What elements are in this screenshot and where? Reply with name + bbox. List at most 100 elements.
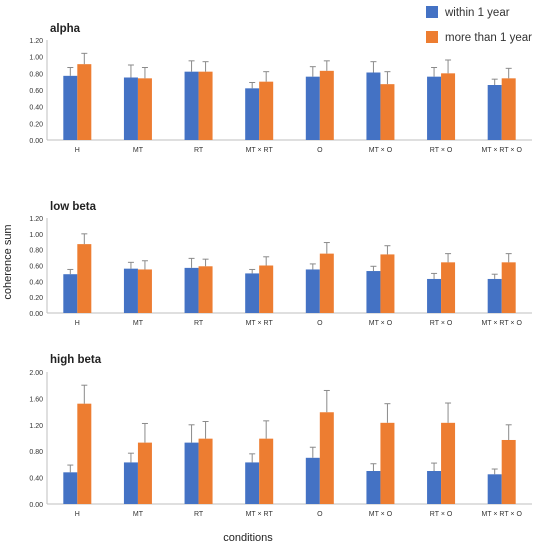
bar-high-beta-more-than-1-year <box>319 412 334 504</box>
x-tick-label-low-beta: MT × O <box>369 320 393 327</box>
bar-high-beta-within-1-year <box>123 462 138 504</box>
bar-low-beta-more-than-1-year <box>501 262 516 313</box>
x-tick-label-high-beta: MT × RT × O <box>481 511 522 518</box>
bar-alpha-within-1-year <box>305 76 320 140</box>
x-tick-label-low-beta: MT <box>133 320 144 327</box>
bar-alpha-more-than-1-year <box>137 78 152 140</box>
x-tick-label-high-beta: O <box>317 511 323 518</box>
bar-alpha-within-1-year <box>487 85 502 140</box>
y-tick-label-low-beta: 1.00 <box>29 232 43 239</box>
bar-alpha-within-1-year <box>184 71 199 140</box>
bar-alpha-within-1-year <box>366 72 381 140</box>
x-tick-label-alpha: MT × O <box>369 147 393 154</box>
bar-alpha-within-1-year <box>63 75 78 140</box>
bar-alpha-more-than-1-year <box>501 78 516 140</box>
x-tick-label-alpha: RT <box>194 147 204 154</box>
y-tick-label-low-beta: 0.60 <box>29 264 43 271</box>
bar-high-beta-within-1-year <box>245 462 260 504</box>
y-tick-label-alpha: 1.00 <box>29 55 43 62</box>
x-tick-label-alpha: MT × RT × O <box>481 147 522 154</box>
bar-high-beta-within-1-year <box>427 471 442 504</box>
bar-alpha-within-1-year <box>427 76 442 140</box>
x-tick-label-low-beta: O <box>317 320 323 327</box>
bar-low-beta-more-than-1-year <box>319 253 334 313</box>
bar-alpha-more-than-1-year <box>198 71 213 140</box>
bar-low-beta-within-1-year <box>366 271 381 313</box>
bar-low-beta-more-than-1-year <box>259 265 274 313</box>
bar-high-beta-more-than-1-year <box>198 438 213 504</box>
legend-label-within-1-year: within 1 year <box>444 7 510 19</box>
y-tick-label-high-beta: 0.40 <box>29 476 43 483</box>
chart-panel-alpha: alpha 0.00 0.20 0.40 0.60 0.80 1.00 1.20 H MT RT MT… <box>29 23 532 154</box>
chart-panel-low-beta: low beta 0.00 0.20 0.40 0.60 0.80 1.00 1.20 H MT R… <box>29 201 532 327</box>
y-tick-label-high-beta: 1.60 <box>29 396 43 403</box>
x-tick-label-high-beta: MT × RT <box>246 511 274 518</box>
y-tick-label-low-beta: 0.40 <box>29 279 43 286</box>
y-tick-label-alpha: 0.00 <box>29 138 43 145</box>
bar-high-beta-more-than-1-year <box>441 422 456 504</box>
legend-label-more-than-1-year: more than 1 year <box>445 32 532 44</box>
y-tick-label-alpha: 0.20 <box>29 121 43 128</box>
bar-low-beta-within-1-year <box>305 269 320 313</box>
chart-title-alpha: alpha <box>50 23 81 35</box>
y-tick-label-alpha: 0.40 <box>29 105 43 112</box>
bar-low-beta-within-1-year <box>184 267 199 313</box>
bar-high-beta-more-than-1-year <box>77 403 92 504</box>
bar-low-beta-more-than-1-year <box>380 254 395 313</box>
bar-high-beta-more-than-1-year <box>137 442 152 504</box>
x-tick-label-high-beta: MT <box>133 511 144 518</box>
x-tick-label-alpha: H <box>75 147 80 154</box>
bar-low-beta-within-1-year <box>245 273 260 313</box>
chart-panel-high-beta: high beta 0.00 0.40 0.80 1.20 1.60 2.00 H MT RT MT… <box>29 354 532 518</box>
bar-alpha-within-1-year <box>123 77 138 140</box>
legend-swatch-within-1-year <box>426 6 438 18</box>
y-tick-label-high-beta: 0.80 <box>29 449 43 456</box>
bar-low-beta-more-than-1-year <box>77 244 92 313</box>
bar-high-beta-more-than-1-year <box>380 422 395 504</box>
x-tick-label-high-beta: RT <box>194 511 204 518</box>
bar-low-beta-within-1-year <box>487 278 502 313</box>
x-tick-label-alpha: MT × RT <box>246 147 274 154</box>
bar-low-beta-more-than-1-year <box>198 266 213 313</box>
bar-low-beta-within-1-year <box>63 274 78 313</box>
x-tick-label-alpha: RT × O <box>430 147 453 154</box>
legend: within 1 year more than 1 year <box>426 6 532 44</box>
bar-alpha-more-than-1-year <box>319 70 334 140</box>
bar-high-beta-within-1-year <box>305 457 320 504</box>
bar-high-beta-within-1-year <box>63 472 78 504</box>
y-tick-label-low-beta: 0.00 <box>29 311 43 318</box>
y-tick-label-alpha: 0.60 <box>29 88 43 95</box>
bar-low-beta-more-than-1-year <box>441 262 456 313</box>
bar-high-beta-within-1-year <box>184 442 199 504</box>
x-tick-label-high-beta: RT × O <box>430 511 453 518</box>
y-tick-label-low-beta: 0.80 <box>29 248 43 255</box>
x-tick-label-low-beta: MT × RT <box>246 320 274 327</box>
bar-low-beta-within-1-year <box>123 268 138 313</box>
x-tick-label-high-beta: H <box>75 511 80 518</box>
y-tick-label-high-beta: 2.00 <box>29 370 43 377</box>
x-tick-label-high-beta: MT × O <box>369 511 393 518</box>
bar-low-beta-more-than-1-year <box>137 269 152 313</box>
bar-alpha-within-1-year <box>245 88 260 140</box>
x-axis-label: conditions <box>223 532 273 544</box>
chart-panels: alpha 0.00 0.20 0.40 0.60 0.80 1.00 1.20 H MT RT MT… <box>29 23 532 518</box>
y-tick-label-high-beta: 1.20 <box>29 423 43 430</box>
bar-alpha-more-than-1-year <box>77 64 92 140</box>
bar-high-beta-within-1-year <box>366 471 381 504</box>
x-tick-label-alpha: MT <box>133 147 144 154</box>
bar-low-beta-within-1-year <box>427 278 442 313</box>
bar-alpha-more-than-1-year <box>380 84 395 140</box>
bar-high-beta-more-than-1-year <box>259 438 274 504</box>
chart-title-high-beta: high beta <box>50 354 102 366</box>
x-tick-label-low-beta: RT × O <box>430 320 453 327</box>
bar-alpha-more-than-1-year <box>259 81 274 140</box>
chart-title-low-beta: low beta <box>50 201 97 213</box>
bar-high-beta-within-1-year <box>487 474 502 504</box>
y-tick-label-alpha: 1.20 <box>29 38 43 45</box>
y-tick-label-low-beta: 0.20 <box>29 295 43 302</box>
x-tick-label-alpha: O <box>317 147 323 154</box>
y-axis-label: coherence sum <box>2 224 14 299</box>
bar-high-beta-more-than-1-year <box>501 439 516 504</box>
